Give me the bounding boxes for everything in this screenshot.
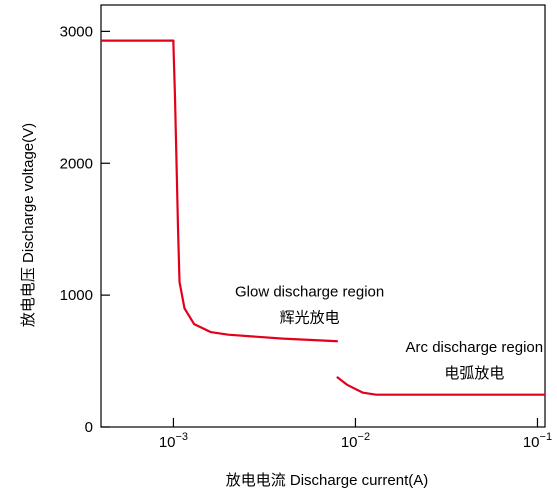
y-axis-label: 放电电压 Discharge voltage(V)	[20, 123, 37, 327]
glow-region-label: Glow discharge region	[235, 283, 384, 300]
x-axis-ticks: 10−3 10−2 10−1	[159, 418, 552, 451]
x-axis-label: 放电电流 Discharge current(A)	[226, 472, 429, 489]
x-tick-exponent: −3	[176, 431, 189, 443]
glow-region-label-zh: 辉光放电	[280, 309, 340, 326]
x-tick-base: 10	[159, 434, 176, 451]
series-line-1	[101, 39, 338, 343]
series-line-2	[336, 376, 545, 396]
annotations-group: Glow discharge region 辉光放电 Arc discharge r…	[235, 283, 543, 381]
series-group	[101, 39, 545, 396]
y-tick-label: 3000	[60, 23, 93, 40]
x-tick-label: 10−2	[341, 431, 370, 451]
x-tick-label: 10−1	[523, 431, 552, 451]
y-tick-label: 1000	[60, 287, 93, 304]
x-tick-label: 10−3	[159, 431, 188, 451]
arc-region-label-zh: 电弧放电	[444, 365, 504, 382]
x-tick-base: 10	[523, 434, 540, 451]
y-axis-ticks: 0 1000 2000 3000	[60, 23, 110, 436]
x-tick-exponent: −2	[358, 431, 371, 443]
arc-region-label: Arc discharge region	[406, 339, 544, 356]
x-tick-base: 10	[341, 434, 358, 451]
y-tick-label: 0	[85, 419, 93, 436]
x-tick-exponent: −1	[540, 431, 553, 443]
y-tick-label: 2000	[60, 155, 93, 172]
plot-frame	[100, 4, 546, 428]
